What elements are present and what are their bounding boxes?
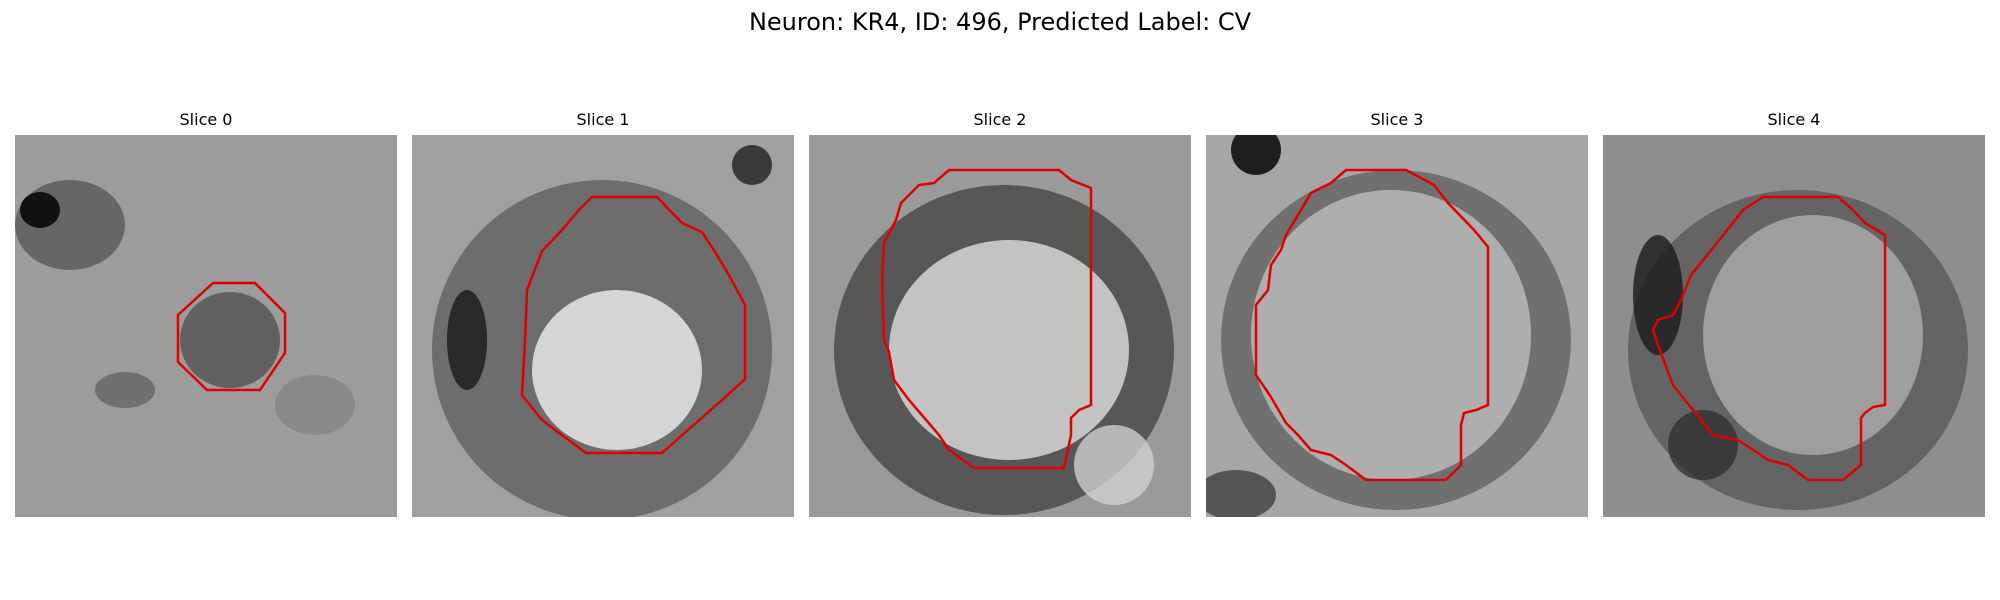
slice-3-contour [1254, 168, 1490, 482]
slice-0-image [15, 135, 397, 517]
slice-0-contour [176, 281, 287, 392]
slice-1-panel [412, 135, 794, 517]
slice-3-image [1206, 135, 1588, 517]
slice-2-panel [809, 135, 1191, 517]
slice-0-panel [15, 135, 397, 517]
slice-3-panel [1206, 135, 1588, 517]
slice-4-panel [1603, 135, 1985, 517]
slice-3-title: Slice 3 [1370, 110, 1424, 129]
slice-4-contour [1651, 195, 1887, 482]
slice-4-title: Slice 4 [1767, 110, 1821, 129]
slice-2-contour [880, 168, 1093, 470]
slice-2-title: Slice 2 [973, 110, 1027, 129]
slice-1-contour [520, 195, 747, 455]
slice-2-image [809, 135, 1191, 517]
slice-0-title: Slice 0 [179, 110, 233, 129]
slice-1-title: Slice 1 [576, 110, 630, 129]
slice-1-image [412, 135, 794, 517]
slice-4-image [1603, 135, 1985, 517]
figure-title: Neuron: KR4, ID: 496, Predicted Label: C… [748, 8, 1252, 36]
